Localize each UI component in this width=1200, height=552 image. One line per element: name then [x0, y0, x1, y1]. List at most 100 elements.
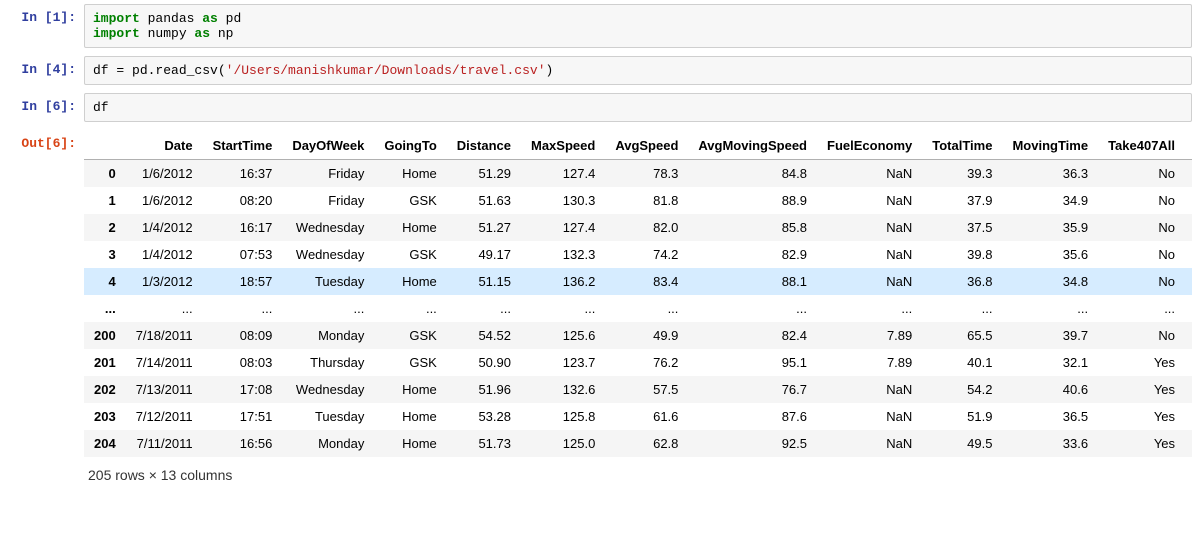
- cell: Home: [374, 376, 446, 403]
- cell: 132.6: [521, 376, 605, 403]
- cell: 78.3: [605, 160, 688, 188]
- cell: 88.1: [688, 268, 817, 295]
- cell: No: [1098, 322, 1185, 349]
- code-input-1[interactable]: import pandas as pd import numpy as np: [84, 4, 1192, 48]
- index-header: [84, 132, 126, 160]
- keyword-as: as: [194, 26, 210, 41]
- cell: 62.8: [605, 430, 688, 457]
- cell: Yes: [1098, 376, 1185, 403]
- table-row: 31/4/201207:53WednesdayGSK49.17132.374.2…: [84, 241, 1192, 268]
- cell: Tuesday: [282, 268, 374, 295]
- cell: NaN: [1185, 322, 1192, 349]
- table-header: Date StartTime DayOfWeek GoingTo Distanc…: [84, 132, 1192, 160]
- cell: Yes: [1098, 430, 1185, 457]
- output-cell: Out[6]: Date StartTime DayOfWeek GoingTo…: [8, 130, 1192, 483]
- cell: 61.6: [605, 403, 688, 430]
- col-header: AvgSpeed: [605, 132, 688, 160]
- cell: 40.6: [1002, 376, 1098, 403]
- cell: Home: [374, 430, 446, 457]
- col-header: Comment: [1185, 132, 1192, 160]
- row-index: 203: [84, 403, 126, 430]
- col-header: StartTime: [203, 132, 283, 160]
- cell: NaN: [1185, 403, 1192, 430]
- cell: Tuesday: [282, 403, 374, 430]
- cell: Monday: [282, 322, 374, 349]
- cell: 33.6: [1002, 430, 1098, 457]
- cell: 7/11/2011: [126, 430, 203, 457]
- cell: NaN: [817, 187, 922, 214]
- row-index: 1: [84, 187, 126, 214]
- cell: 36.3: [1002, 160, 1098, 188]
- cell: 36.5: [1002, 403, 1098, 430]
- cell: 7/12/2011: [126, 403, 203, 430]
- code-cell-3: In [6]: df: [8, 93, 1192, 122]
- cell: 82.4: [688, 322, 817, 349]
- cell: GSK: [374, 187, 446, 214]
- cell: 08:03: [203, 349, 283, 376]
- cell: Home: [374, 403, 446, 430]
- cell: 85.8: [688, 214, 817, 241]
- cell: NaN: [817, 214, 922, 241]
- cell: 07:53: [203, 241, 283, 268]
- cell: 84.8: [688, 160, 817, 188]
- cell: .: [1185, 295, 1192, 322]
- cell: 82.9: [688, 241, 817, 268]
- cell: 51.9: [922, 403, 1002, 430]
- code-input-2[interactable]: df = pd.read_csv('/Users/manishkumar/Dow…: [84, 56, 1192, 85]
- cell: NaN: [817, 376, 922, 403]
- cell: 82.0: [605, 214, 688, 241]
- cell: Wednesday: [282, 214, 374, 241]
- cell: 130.3: [521, 187, 605, 214]
- code-call-tail: ): [546, 63, 554, 78]
- cell: 125.6: [521, 322, 605, 349]
- cell: No: [1098, 268, 1185, 295]
- cell: 7.89: [817, 349, 922, 376]
- table-row: 21/4/201216:17WednesdayHome51.27127.482.…: [84, 214, 1192, 241]
- module-pandas: pandas: [140, 11, 202, 26]
- cell: 35.6: [1002, 241, 1098, 268]
- code-input-3[interactable]: df: [84, 93, 1192, 122]
- code-lhs: df: [93, 63, 116, 78]
- cell: 7/13/2011: [126, 376, 203, 403]
- cell: Wednesday: [282, 376, 374, 403]
- cell: 49.17: [447, 241, 521, 268]
- keyword-as: as: [202, 11, 218, 26]
- cell: 17:51: [203, 403, 283, 430]
- cell: 1/6/2012: [126, 160, 203, 188]
- cell: NaN: [1185, 214, 1192, 241]
- row-index: 201: [84, 349, 126, 376]
- cell: 16:17: [203, 214, 283, 241]
- code-call-head: pd.read_csv(: [124, 63, 225, 78]
- cell: NaN: [817, 430, 922, 457]
- cell: ...: [922, 295, 1002, 322]
- cell: ...: [605, 295, 688, 322]
- cell: 51.96: [447, 376, 521, 403]
- col-header: GoingTo: [374, 132, 446, 160]
- cell: Thursday: [282, 349, 374, 376]
- cell: GSK: [374, 241, 446, 268]
- cell: 39.7: [1002, 322, 1098, 349]
- col-header: Date: [126, 132, 203, 160]
- cell: 7.89: [817, 322, 922, 349]
- cell: 136.2: [521, 268, 605, 295]
- cell: Monday: [282, 430, 374, 457]
- cell: 51.15: [447, 268, 521, 295]
- cell: 37.5: [922, 214, 1002, 241]
- col-header: AvgMovingSpeed: [688, 132, 817, 160]
- dataframe-table: Date StartTime DayOfWeek GoingTo Distanc…: [84, 132, 1192, 457]
- cell: 18:57: [203, 268, 283, 295]
- cell: 37.9: [922, 187, 1002, 214]
- cell: ...: [374, 295, 446, 322]
- cell: 87.6: [688, 403, 817, 430]
- table-row: 11/6/201208:20FridayGSK51.63130.381.888.…: [84, 187, 1192, 214]
- cell: No: [1098, 214, 1185, 241]
- cell: 127.4: [521, 214, 605, 241]
- cell: 50.90: [447, 349, 521, 376]
- cell: 88.9: [688, 187, 817, 214]
- cell: 125.8: [521, 403, 605, 430]
- cell: 16:37: [203, 160, 283, 188]
- cell: 51.73: [447, 430, 521, 457]
- table-row: 2037/12/201117:51TuesdayHome53.28125.861…: [84, 403, 1192, 430]
- table-row: 01/6/201216:37FridayHome51.29127.478.384…: [84, 160, 1192, 188]
- cell: ...: [447, 295, 521, 322]
